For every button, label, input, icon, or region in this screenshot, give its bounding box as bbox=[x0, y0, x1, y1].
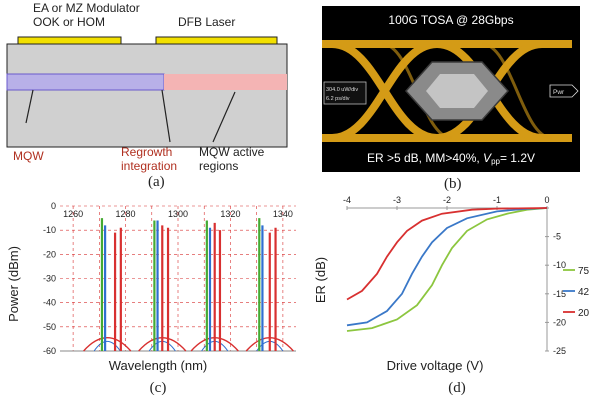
xtick-label: 1320 bbox=[220, 209, 240, 219]
panel-a: EA or MZ Modulator OOK or HOM DFB Laser … bbox=[0, 0, 310, 195]
mqw-label: MQW bbox=[13, 149, 44, 163]
ytick-label: -15 bbox=[553, 289, 566, 299]
spectrum-peaks bbox=[83, 218, 294, 352]
ytick-label: -5 bbox=[553, 232, 561, 242]
chip-cross-section bbox=[6, 36, 288, 148]
ytick-label: -20 bbox=[43, 249, 56, 259]
er-curve-42 bbox=[346, 207, 548, 327]
spectrum-ylabel: Power (dBm) bbox=[6, 246, 21, 322]
scale-box-text-2: 6.2 ps/div bbox=[326, 96, 350, 102]
er-legend: 75 42 20 bbox=[563, 266, 590, 319]
mqw-modulator-layer bbox=[6, 73, 165, 91]
mqw-laser-layer bbox=[164, 74, 287, 90]
eye-spec-text: ER >5 dB, MM>40%, Vpp= 1.2V bbox=[367, 151, 535, 166]
xtick-label: -1 bbox=[493, 196, 501, 205]
legend-label: 42 bbox=[578, 287, 590, 298]
caption-c: (c) bbox=[150, 380, 167, 396]
ytick-label: -10 bbox=[43, 225, 56, 235]
xtick-label: 1340 bbox=[273, 209, 293, 219]
er-xlabel: Drive voltage (V) bbox=[387, 358, 484, 373]
active-regions-label-2: regions bbox=[199, 159, 239, 173]
active-regions-label: MQW active bbox=[199, 145, 265, 159]
ytick-label: 0 bbox=[51, 201, 56, 211]
spectrum-ticks: 0 -10 -20 -30 -40 -50 -60 1260 1280 1300 1320 1340 bbox=[43, 201, 293, 356]
power-marker bbox=[549, 84, 579, 98]
ytick-label: -40 bbox=[43, 298, 56, 308]
spectrum-xlabel: Wavelength (nm) bbox=[109, 358, 208, 373]
caption-a: (a) bbox=[148, 174, 165, 190]
chip-substrate bbox=[6, 43, 288, 148]
ytick-label: -50 bbox=[43, 322, 56, 332]
er-curve-20 bbox=[346, 207, 548, 301]
scale-box bbox=[323, 81, 367, 105]
modulator-label: EA or MZ Modulator bbox=[33, 1, 140, 15]
caption-d: (d) bbox=[448, 380, 466, 396]
regrowth-label: Regrowth bbox=[121, 145, 173, 159]
legend-label: 20 bbox=[578, 308, 590, 319]
eye-crossing-left-down bbox=[331, 40, 438, 142]
ytick-label: -20 bbox=[553, 317, 566, 327]
modulation-format-label: OOK or HOM bbox=[33, 15, 106, 29]
scale-box-text-1: 304.0 uW/div bbox=[326, 87, 358, 93]
spectrum-floor bbox=[83, 337, 132, 352]
xtick-label: 1300 bbox=[168, 209, 188, 219]
mqw-arrow bbox=[25, 89, 34, 124]
ytick-label: -30 bbox=[43, 274, 56, 284]
spectrum-floor bbox=[93, 340, 121, 352]
integration-label: integration bbox=[121, 159, 178, 173]
eye-diagram: 304.0 uW/div 6.2 ps/div Pwr 100G TOSA @ … bbox=[322, 6, 580, 172]
spectrum-grid bbox=[60, 205, 296, 352]
eye-mask-inner bbox=[426, 74, 488, 108]
ytick-label: -60 bbox=[43, 346, 56, 356]
er-curve-75 bbox=[346, 207, 548, 332]
panel-c: 0 -10 -20 -30 -40 -50 -60 1260 1280 1300 1320 1340 … bbox=[0, 196, 315, 399]
active-region-arrow bbox=[212, 91, 236, 143]
ytick-label: -10 bbox=[553, 260, 566, 270]
xtick-label: 1280 bbox=[116, 209, 136, 219]
er-ylabel: ER (dB) bbox=[315, 257, 328, 303]
caption-b: (b) bbox=[444, 176, 462, 192]
xtick-label: 1260 bbox=[63, 209, 83, 219]
regrowth-arrow bbox=[161, 89, 171, 143]
xtick-label: 0 bbox=[544, 196, 549, 205]
panel-d: -4 -3 -2 -1 0 -5 -10 -15 -20 -25 75 42 20 ER (dB) D… bbox=[315, 196, 593, 399]
dfb-laser-label: DFB Laser bbox=[178, 15, 236, 29]
er-curves bbox=[346, 207, 548, 332]
laser-contact bbox=[155, 36, 278, 45]
legend-label: 75 bbox=[578, 266, 590, 277]
xtick-label: -4 bbox=[343, 196, 351, 205]
power-marker-text: Pwr bbox=[553, 89, 565, 96]
xtick-label: -3 bbox=[393, 196, 401, 205]
panel-b: 304.0 uW/div 6.2 ps/div Pwr 100G TOSA @ … bbox=[322, 6, 580, 198]
xtick-label: -2 bbox=[443, 196, 451, 205]
modulator-contact bbox=[17, 36, 122, 45]
ytick-label: -25 bbox=[553, 346, 566, 356]
eye-title: 100G TOSA @ 28Gbps bbox=[388, 13, 513, 27]
er-axes: -4 -3 -2 -1 0-5-10-15-20-25 bbox=[343, 196, 566, 356]
eye-outer-right bbox=[481, 42, 553, 140]
